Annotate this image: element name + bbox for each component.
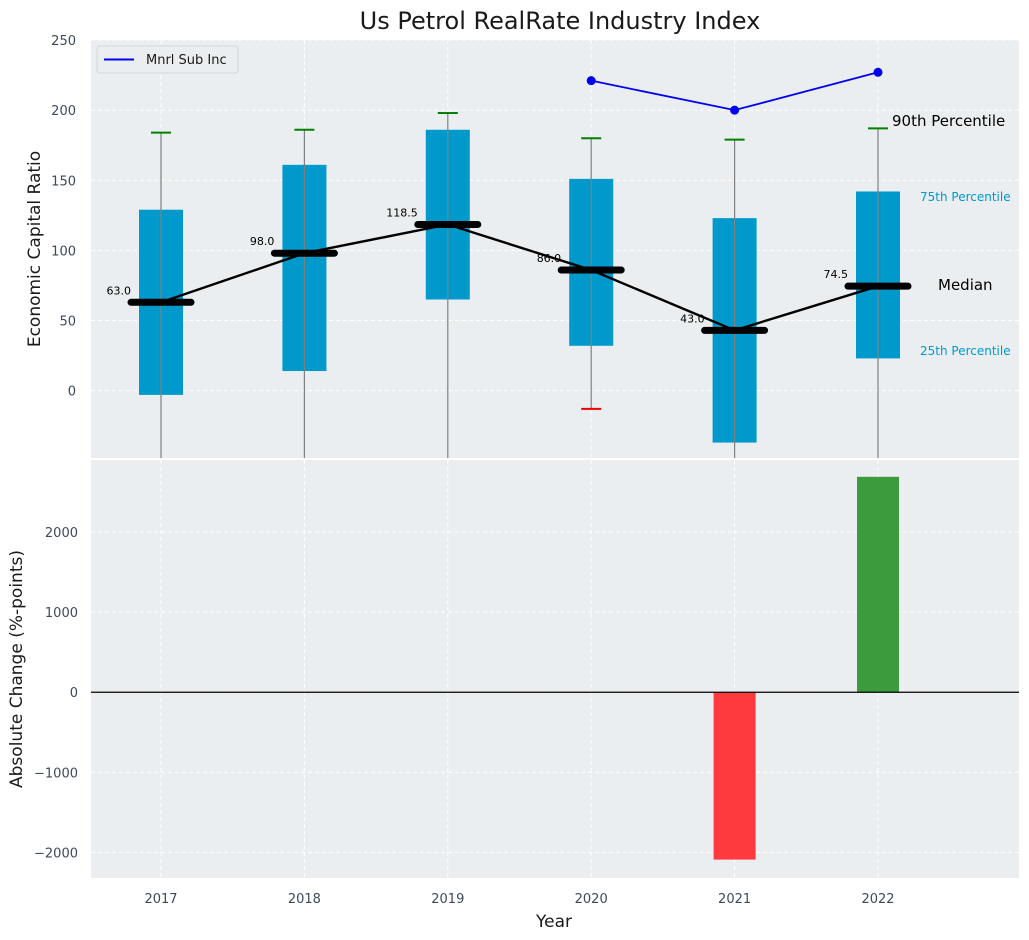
- median-value-label: 118.5: [386, 206, 418, 219]
- annotation-25th: 25th Percentile: [920, 344, 1011, 358]
- mnrl-sub-inc-series: [586, 67, 883, 115]
- annotation-90th: 90th Percentile: [892, 112, 1005, 130]
- box-2018: 98.0: [250, 128, 338, 458]
- median-value-label: 43.0: [680, 312, 705, 325]
- x-tick-label: 2022: [861, 892, 894, 907]
- top-y-tick-label: 100: [51, 244, 76, 259]
- median-value-label: 98.0: [250, 235, 275, 248]
- box-2020: 86.0: [537, 137, 625, 410]
- series-point: [873, 67, 883, 77]
- bottom-y-tick-label: 0: [70, 686, 78, 701]
- x-tick-label: 2020: [575, 892, 608, 907]
- legend-label: Mnrl Sub Inc: [146, 53, 227, 68]
- top-y-ticks: 0 50 100 150 200 250: [51, 34, 76, 400]
- median-value-label: 74.5: [824, 268, 849, 281]
- top-y-tick-label: 200: [51, 104, 76, 119]
- bottom-panel: −2000 −1000 0 1000 2000 2017 2018 2019 2020 2021…: [7, 460, 1019, 932]
- chart-title: Us Petrol RealRate Industry Index: [360, 7, 761, 35]
- series-point: [730, 105, 740, 115]
- legend: Mnrl Sub Inc: [96, 45, 239, 74]
- x-tick-label: 2021: [718, 892, 751, 907]
- top-y-axis-title: Economic Capital Ratio: [25, 151, 45, 347]
- series-point: [586, 76, 596, 86]
- x-tick-label: 2018: [288, 892, 321, 907]
- top-y-tick-label: 150: [51, 174, 76, 189]
- median-value-label: 63.0: [107, 284, 132, 297]
- bottom-y-ticks: −2000 −1000 0 1000 2000: [34, 526, 78, 861]
- annotation-75th: 75th Percentile: [920, 190, 1011, 204]
- change-bar-2021: [713, 692, 756, 860]
- change-bar-2022: [857, 476, 899, 693]
- box-2019: 118.5: [386, 111, 482, 458]
- box-plots: 63.0 98.0 118.5 86.0 43.0 74.5: [107, 111, 912, 458]
- bottom-y-tick-label: −1000: [34, 766, 78, 781]
- bottom-y-tick-label: 1000: [45, 606, 78, 621]
- top-y-tick-label: 50: [59, 315, 76, 330]
- median-trend-line: [160, 223, 879, 332]
- legend-box: [96, 45, 239, 74]
- x-tick-label: 2019: [431, 892, 464, 907]
- annotation-median: Median: [938, 276, 993, 294]
- x-axis-title: Year: [535, 912, 572, 932]
- x-ticks: 2017 2018 2019 2020 2021 2022: [144, 892, 894, 907]
- top-panel: 0 50 100 150 200 250 63.0 98.0 118.5 86.0 43.0 74.…: [25, 34, 1019, 458]
- top-y-tick-label: 0: [68, 385, 76, 400]
- change-bars: [713, 476, 899, 860]
- x-tick-label: 2017: [144, 892, 177, 907]
- top-grid: [91, 39, 1019, 458]
- top-y-tick-label: 250: [51, 34, 76, 49]
- bottom-y-tick-label: 2000: [45, 526, 78, 541]
- box-2017: 63.0: [107, 131, 195, 458]
- median-trend: [160, 223, 879, 332]
- bottom-y-axis-title: Absolute Change (%-points): [7, 550, 27, 788]
- bottom-y-tick-label: −2000: [34, 846, 78, 861]
